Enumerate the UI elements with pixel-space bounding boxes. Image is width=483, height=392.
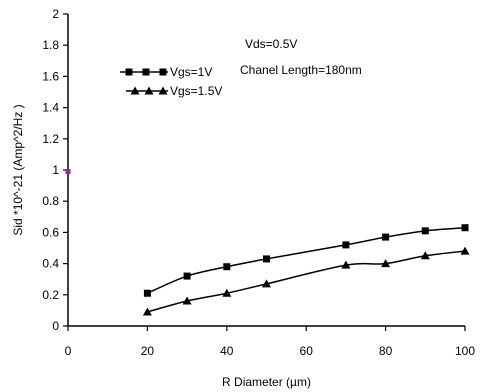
series-line-2 xyxy=(147,250,466,313)
y-tick-label: 0 xyxy=(52,319,59,333)
annotation-channel-length: Chanel Length=180nm xyxy=(240,63,362,77)
legend-marker xyxy=(144,86,154,95)
data-point xyxy=(222,288,232,297)
legend-label: Vgs=1V xyxy=(170,65,212,79)
x-axis-title: R Diameter (µm) xyxy=(222,375,311,389)
data-point xyxy=(142,307,152,316)
legend-marker xyxy=(159,68,167,76)
data-point xyxy=(182,296,192,305)
annotation-vds: Vds=0.5V xyxy=(245,37,297,51)
x-tick-label: 20 xyxy=(141,344,155,358)
legend-marker xyxy=(158,86,168,95)
legend: Vgs=1V Vgs=1.5V xyxy=(120,65,222,98)
legend-marker xyxy=(125,68,133,76)
data-point xyxy=(341,260,351,269)
data-point xyxy=(65,169,71,175)
plot-area xyxy=(65,169,470,316)
y-axis-title: Sid *10^-21 (Amp^2/Hz ) xyxy=(11,104,25,235)
y-ticks: 0 0.2 0.4 0.6 0.8 1 1.2 1.4 1.6 1.8 2 xyxy=(42,7,68,333)
data-point xyxy=(143,289,151,297)
legend-marker xyxy=(130,86,140,95)
data-point xyxy=(223,263,231,271)
data-point xyxy=(183,272,191,280)
x-tick-label: 0 xyxy=(65,344,72,358)
data-point xyxy=(381,259,391,268)
y-tick-label: 0.8 xyxy=(42,194,59,208)
y-tick-label: 0.6 xyxy=(42,225,59,239)
y-tick-label: 1.8 xyxy=(42,38,59,52)
y-tick-label: 1.4 xyxy=(42,101,59,115)
y-tick-label: 1.2 xyxy=(42,132,59,146)
x-tick-label: 40 xyxy=(220,344,234,358)
data-point xyxy=(382,233,390,241)
axes xyxy=(67,14,465,327)
data-point xyxy=(460,246,470,255)
y-tick-label: 0.4 xyxy=(42,257,59,271)
data-point xyxy=(263,255,270,263)
x-tick-label: 60 xyxy=(300,344,314,358)
y-tick-label: 2 xyxy=(52,7,59,21)
data-point xyxy=(420,251,430,260)
data-point xyxy=(262,279,271,288)
x-tick-label: 100 xyxy=(455,344,475,358)
x-tick-label: 80 xyxy=(379,344,393,358)
data-point xyxy=(342,241,350,249)
y-tick-label: 0.2 xyxy=(42,288,59,302)
y-tick-label: 1.6 xyxy=(42,69,59,83)
legend-label: Vgs=1.5V xyxy=(170,84,222,98)
legend-marker xyxy=(142,68,150,76)
data-point xyxy=(461,224,469,232)
data-point xyxy=(421,227,429,235)
y-tick-label: 1 xyxy=(52,163,59,177)
x-ticks: 0 20 40 60 80 100 xyxy=(65,326,475,358)
series-line-1 xyxy=(147,226,466,294)
